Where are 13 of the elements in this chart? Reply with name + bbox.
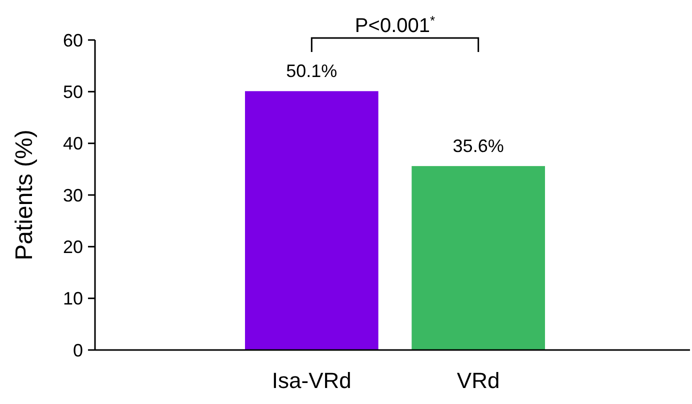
data-label: 50.1%: [286, 61, 338, 82]
y-axis-title: Patients (%): [11, 130, 38, 260]
y-tick-label: 10: [62, 288, 83, 309]
y-tick-label: 30: [62, 185, 83, 206]
y-tick-label: 0: [72, 340, 83, 360]
y-tick-label: 50: [62, 82, 83, 102]
y-tick-label: 20: [62, 236, 83, 257]
y-tick-label: 60: [62, 30, 83, 50]
y-tick-label: 40: [62, 134, 83, 154]
x-tick-label: Isa-VRd: [272, 368, 352, 393]
text: P<0.001$^{*}$: [354, 12, 436, 37]
data-label: 35.6%: [452, 136, 504, 156]
x-tick-label: VRd: [456, 368, 500, 393]
